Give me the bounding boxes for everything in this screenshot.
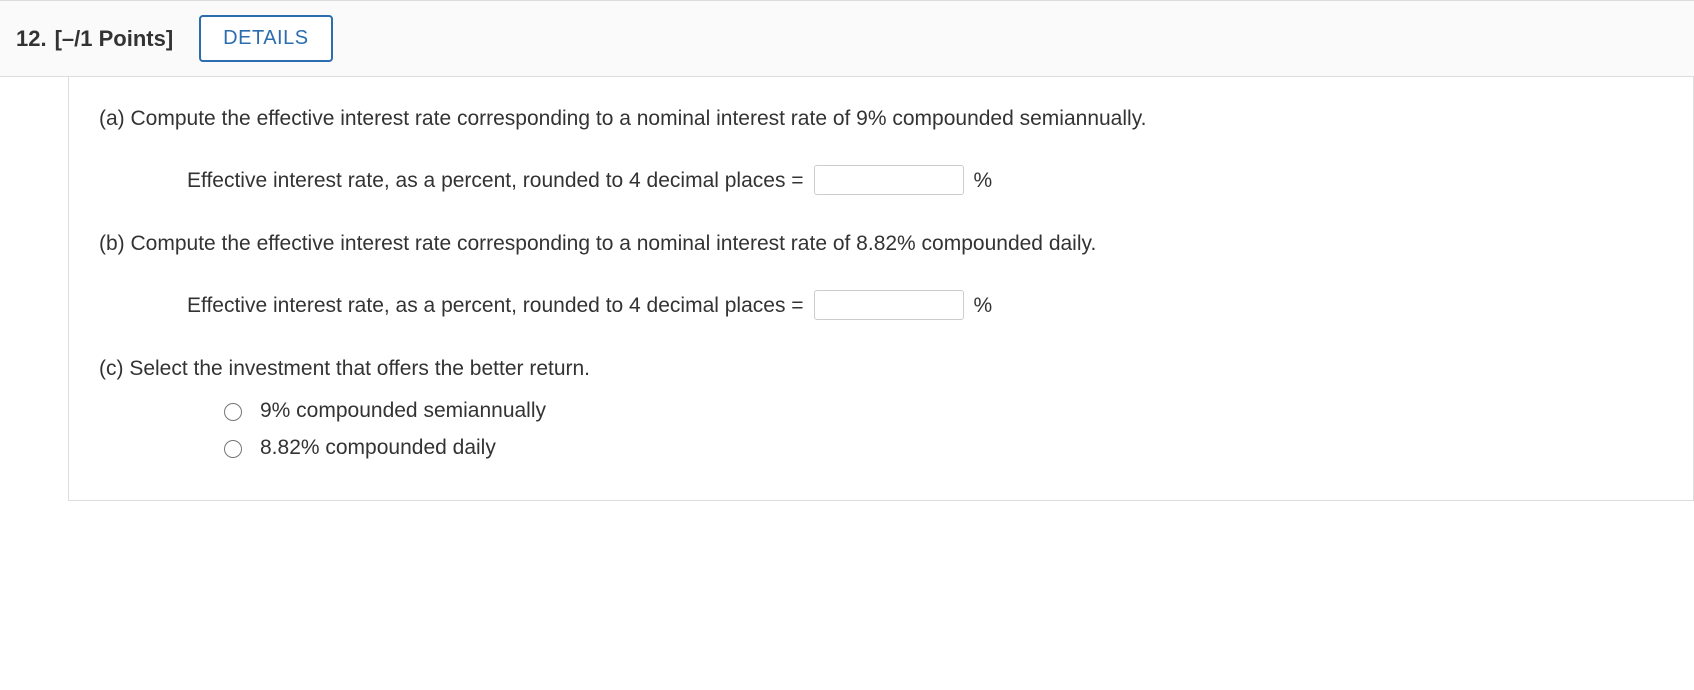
- part-a-answer-label: Effective interest rate, as a percent, r…: [187, 165, 804, 197]
- option-row: 8.82% compounded daily: [219, 432, 1663, 464]
- part-a-answer-row: Effective interest rate, as a percent, r…: [187, 165, 1663, 197]
- question-container: 12. [–/1 Points] DETAILS (a) Compute the…: [0, 0, 1694, 501]
- part-b-unit: %: [974, 290, 993, 322]
- part-c-option-1-radio[interactable]: [224, 440, 242, 458]
- part-c-option-1-label[interactable]: 8.82% compounded daily: [260, 432, 496, 464]
- part-b: (b) Compute the effective interest rate …: [99, 228, 1663, 321]
- part-a-unit: %: [974, 165, 993, 197]
- part-c-option-0-label[interactable]: 9% compounded semiannually: [260, 395, 546, 427]
- part-c: (c) Select the investment that offers th…: [99, 353, 1663, 464]
- question-number: 12.: [16, 26, 47, 52]
- question-points: [–/1 Points]: [55, 26, 174, 52]
- details-button[interactable]: DETAILS: [199, 15, 332, 62]
- part-a-answer-input[interactable]: [814, 165, 964, 195]
- part-c-option-0-radio[interactable]: [224, 403, 242, 421]
- part-b-answer-input[interactable]: [814, 290, 964, 320]
- question-header: 12. [–/1 Points] DETAILS: [0, 1, 1694, 77]
- option-row: 9% compounded semiannually: [219, 395, 1663, 427]
- part-b-prompt: (b) Compute the effective interest rate …: [99, 228, 1663, 260]
- part-c-options: 9% compounded semiannually 8.82% compoun…: [219, 395, 1663, 464]
- part-b-answer-label: Effective interest rate, as a percent, r…: [187, 290, 804, 322]
- part-a-prompt: (a) Compute the effective interest rate …: [99, 103, 1663, 135]
- question-body: (a) Compute the effective interest rate …: [68, 77, 1694, 501]
- part-a: (a) Compute the effective interest rate …: [99, 103, 1663, 196]
- part-c-prompt: (c) Select the investment that offers th…: [99, 353, 1663, 385]
- part-b-answer-row: Effective interest rate, as a percent, r…: [187, 290, 1663, 322]
